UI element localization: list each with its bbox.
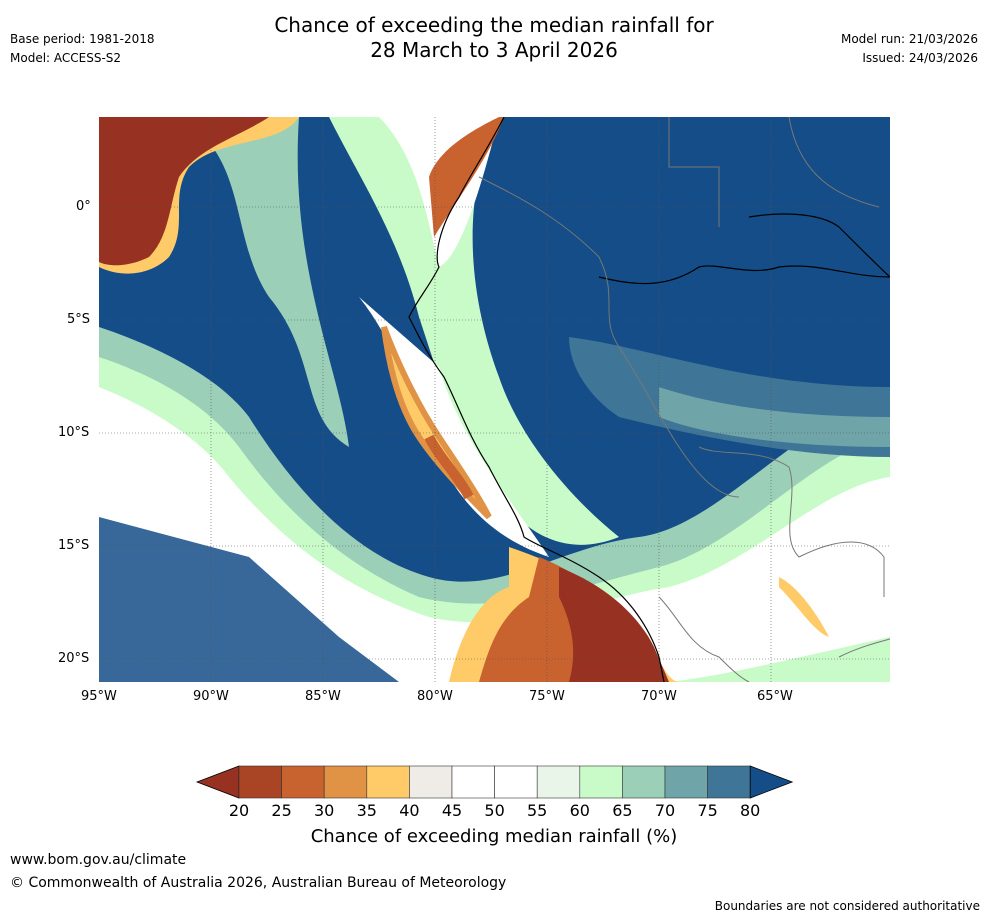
website-url: www.bom.gov.au/climate [10, 852, 187, 868]
map-title: Chance of exceeding the median rainfall … [0, 13, 988, 63]
title-line2: 28 March to 3 April 2026 [370, 38, 618, 62]
colorbar-segment [323, 765, 368, 799]
disclaimer: Boundaries are not considered authoritat… [714, 899, 980, 913]
lat-label: 5°S [67, 312, 91, 327]
colorbar-tick-label: 20 [228, 801, 250, 820]
lat-label: 15°S [58, 538, 90, 553]
colorbar-tick-label: 65 [612, 801, 633, 820]
colorbar-title: Chance of exceeding median rainfall (%) [310, 826, 678, 847]
colorbar-segment [536, 765, 581, 799]
colorbar-tick-label: 55 [527, 801, 548, 820]
rainfall-probability-map [99, 117, 890, 682]
colorbar-tick-label: 70 [654, 801, 676, 820]
colorbar-under-arrow [195, 765, 240, 799]
country-borders [478, 117, 890, 682]
copyright: © Commonwealth of Australia 2026, Austra… [10, 875, 507, 891]
probability-contours [99, 117, 890, 682]
lon-label: 70°W [641, 689, 677, 704]
colorbar-tick-label: 45 [441, 801, 463, 820]
colorbar-segment [409, 765, 453, 799]
lon-label: 65°W [757, 689, 793, 704]
lat-label: 0° [76, 199, 91, 214]
graticule [99, 117, 890, 682]
colorbar-segment [451, 765, 495, 799]
lon-label: 85°W [305, 689, 341, 704]
colorbar-tick-label: 25 [271, 801, 292, 820]
lon-label: 90°W [193, 689, 229, 704]
colorbar-segment [707, 765, 751, 799]
colorbar-segment [281, 765, 325, 799]
colorbar-tick-label: 60 [569, 801, 590, 820]
lon-label: 75°W [529, 689, 565, 704]
colorbar-segment [664, 765, 708, 799]
colorbar-tick-label: 40 [399, 801, 420, 820]
base-period: Base period: 1981-2018 [10, 32, 155, 46]
issued-date: Issued: 24/03/2026 [862, 51, 978, 65]
colorbar-tick-label: 30 [314, 801, 335, 820]
lon-label: 95°W [81, 689, 117, 704]
title-line1: Chance of exceeding the median rainfall … [274, 13, 714, 37]
colorbar-segment [622, 765, 666, 799]
colorbar [195, 765, 794, 799]
model-name: Model: ACCESS-S2 [10, 51, 122, 65]
colorbar-tick-label: 35 [356, 801, 377, 820]
colorbar-tick-label: 50 [484, 801, 505, 820]
colorbar-segment [238, 765, 282, 799]
colorbar-segment [579, 765, 623, 799]
colorbar-over-arrow [749, 765, 794, 799]
lon-label: 80°W [417, 689, 453, 704]
colorbar-segment [494, 765, 538, 799]
colorbar-tick-label: 75 [697, 801, 718, 820]
lat-label: 10°S [58, 425, 90, 440]
lat-label: 20°S [58, 651, 90, 666]
colorbar-tick-label: 80 [740, 801, 761, 820]
colorbar-segment [366, 765, 410, 799]
coastline [408, 117, 890, 682]
model-run: Model run: 21/03/2026 [840, 32, 978, 46]
